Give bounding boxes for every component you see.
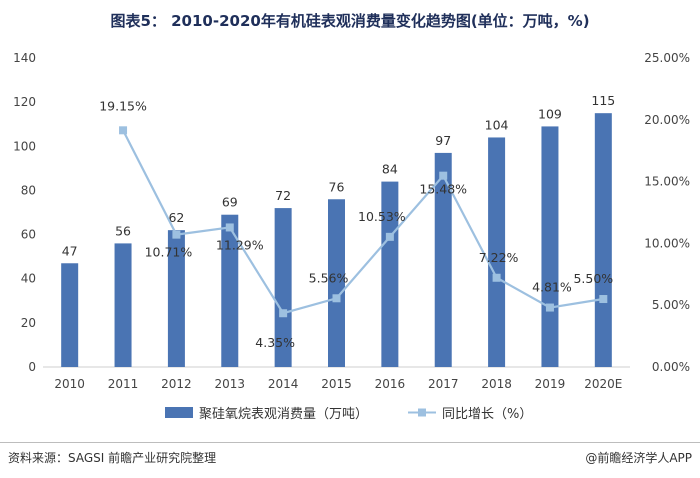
bar-data-label: 109 xyxy=(538,106,562,121)
bar-data-label: 72 xyxy=(275,188,291,203)
bar xyxy=(61,263,79,367)
x-tick: 2015 xyxy=(321,377,352,391)
y-right-tick: 10.00% xyxy=(644,236,690,250)
growth-data-labels: 19.15% 10.71% 11.29% 4.35% 5.56% 10.53% 15.48%… xyxy=(99,98,613,350)
y-left-tick: 100 xyxy=(13,139,36,153)
bar xyxy=(434,152,452,367)
left-axis: 0 20 40 60 80 100 120 140 xyxy=(13,51,36,374)
bar xyxy=(114,243,132,367)
growth-line xyxy=(122,129,604,315)
growth-data-label: 10.53% xyxy=(358,209,406,224)
y-left-tick: 40 xyxy=(21,272,36,286)
y-right-tick: 15.00% xyxy=(644,175,690,189)
growth-marker xyxy=(119,126,128,135)
x-tick: 2011 xyxy=(108,377,139,391)
bar-data-label: 62 xyxy=(168,210,184,225)
bar xyxy=(167,230,185,367)
y-left-tick: 20 xyxy=(21,316,36,330)
x-tick: 2012 xyxy=(161,377,192,391)
bar-data-label: 76 xyxy=(329,179,345,194)
growth-marker xyxy=(172,230,181,239)
growth-line-series xyxy=(119,126,608,318)
legend: 聚硅氧烷表观消费量（万吨） 同比增长（%） xyxy=(165,407,532,422)
legend-line-marker xyxy=(418,408,426,417)
bar-data-label: 84 xyxy=(382,162,398,177)
source-note: 资料来源：SAGSI 前瞻产业研究院整理 xyxy=(8,451,217,465)
bar xyxy=(488,137,506,367)
x-tick: 2013 xyxy=(214,377,245,391)
legend-bar-label: 聚硅氧烷表观消费量（万吨） xyxy=(199,407,368,422)
y-left-tick: 0 xyxy=(28,360,36,374)
growth-data-label: 4.81% xyxy=(532,280,572,295)
growth-data-label: 15.48% xyxy=(419,182,467,197)
bar xyxy=(328,199,345,367)
bar-data-label: 47 xyxy=(62,243,78,258)
growth-marker xyxy=(545,303,554,312)
x-tick: 2019 xyxy=(535,377,566,391)
legend-bar-swatch xyxy=(165,407,193,418)
growth-data-label: 7.22% xyxy=(479,250,519,265)
y-left-tick: 60 xyxy=(21,228,36,242)
x-tick: 2017 xyxy=(428,377,459,391)
right-axis: 0.00% 5.00% 10.00% 15.00% 20.00% 25.00% xyxy=(644,51,690,374)
bar xyxy=(221,214,239,367)
legend-line-label: 同比增长（%） xyxy=(442,407,532,422)
growth-marker xyxy=(225,223,234,232)
growth-data-label: 10.71% xyxy=(145,245,193,260)
bar xyxy=(541,126,559,368)
growth-marker xyxy=(439,171,448,180)
growth-marker xyxy=(332,294,341,303)
y-right-tick: 20.00% xyxy=(644,113,690,127)
bar-data-label: 56 xyxy=(115,223,131,238)
x-tick: 2014 xyxy=(268,377,299,391)
bar-data-label: 97 xyxy=(435,133,451,148)
x-tick: 2010 xyxy=(54,377,85,391)
y-right-tick: 5.00% xyxy=(652,298,690,312)
bar-series xyxy=(61,113,612,368)
footer-divider xyxy=(0,442,700,443)
y-right-tick: 0.00% xyxy=(652,360,690,374)
growth-marker xyxy=(385,232,394,241)
growth-data-label: 4.35% xyxy=(255,335,295,350)
y-right-tick: 25.00% xyxy=(644,51,690,65)
x-tick: 2018 xyxy=(481,377,512,391)
bar xyxy=(381,181,399,367)
bar-data-label: 104 xyxy=(485,117,509,132)
brand-credit: @前瞻经济学人APP xyxy=(585,451,692,465)
growth-data-label: 19.15% xyxy=(99,98,147,113)
growth-data-label: 5.56% xyxy=(309,270,349,285)
growth-marker xyxy=(279,309,288,318)
bar xyxy=(594,113,612,367)
bar xyxy=(274,208,292,367)
growth-marker xyxy=(599,295,608,304)
bar-data-label: 115 xyxy=(591,93,615,108)
x-axis-ticks: 2010 2011 2012 2013 2014 2015 2016 2017 2018 2019… xyxy=(54,377,622,391)
growth-data-label: 11.29% xyxy=(216,237,264,252)
growth-marker xyxy=(492,273,501,282)
y-left-tick: 120 xyxy=(13,95,36,109)
x-tick: 2020E xyxy=(584,377,622,391)
bar-data-labels: 47 56 62 69 72 76 84 97 104 109 115 xyxy=(62,93,616,258)
bar-data-label: 69 xyxy=(222,195,238,210)
chart: 0 20 40 60 80 100 120 140 0.00% 5.00% 10.00% 15.00… xyxy=(13,51,690,422)
chart-title: 图表5： 2010-2020年有机硅表观消费量变化趋势图(单位：万吨，%) xyxy=(110,12,590,30)
x-tick: 2016 xyxy=(375,377,406,391)
y-left-tick: 80 xyxy=(21,183,36,197)
growth-data-label: 5.50% xyxy=(573,271,613,286)
y-left-tick: 140 xyxy=(13,51,36,65)
